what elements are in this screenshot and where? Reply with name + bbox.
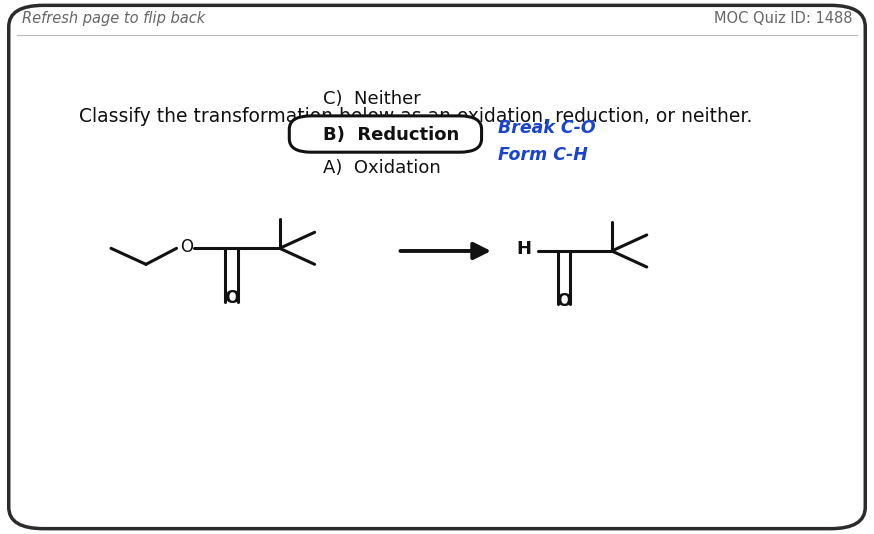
Text: O: O <box>224 289 239 307</box>
FancyBboxPatch shape <box>289 116 482 152</box>
Text: Break C-O
Form C-H: Break C-O Form C-H <box>498 119 596 164</box>
Text: O: O <box>556 292 572 310</box>
Text: C)  Neither: C) Neither <box>323 90 421 108</box>
Text: Classify the transformation below as an oxidation, reduction, or neither.: Classify the transformation below as an … <box>79 107 752 126</box>
Text: B)  Reduction: B) Reduction <box>323 125 460 144</box>
Text: H: H <box>516 240 531 258</box>
Text: MOC Quiz ID: 1488: MOC Quiz ID: 1488 <box>714 11 852 26</box>
Text: Refresh page to flip back: Refresh page to flip back <box>22 11 205 26</box>
FancyBboxPatch shape <box>9 5 865 529</box>
Text: A)  Oxidation: A) Oxidation <box>323 159 441 177</box>
Text: O: O <box>180 238 192 256</box>
